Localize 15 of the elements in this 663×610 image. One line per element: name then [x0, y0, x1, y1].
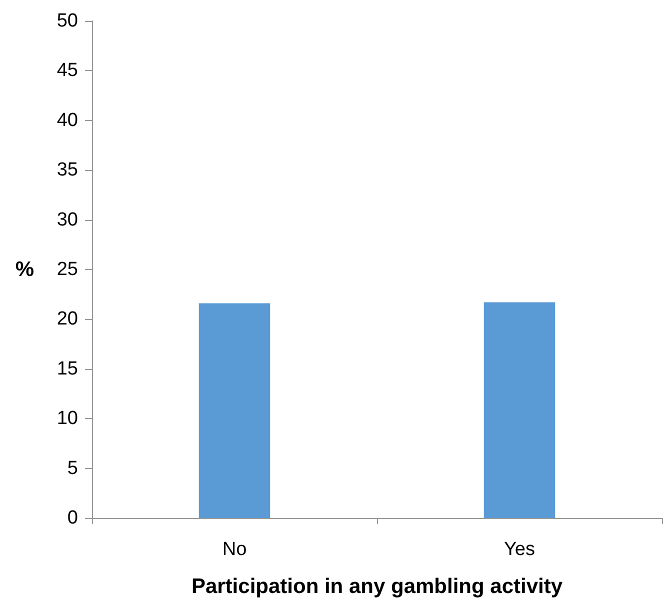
x-axis-title: Participation in any gambling activity — [191, 575, 563, 598]
y-axis-title: % — [15, 258, 34, 281]
x-tick-label: No — [222, 539, 247, 560]
y-tick-label: 5 — [67, 458, 78, 479]
y-tick-label: 15 — [56, 358, 78, 380]
y-tick-label: 45 — [56, 60, 78, 82]
y-tick-label: 30 — [56, 209, 78, 230]
y-tick-label: 25 — [56, 259, 78, 280]
y-tick-label: 10 — [56, 408, 78, 430]
y-tick-label: 20 — [56, 308, 78, 330]
y-tick-label: 50 — [56, 10, 78, 32]
x-tick-label: Yes — [504, 539, 535, 560]
y-tick-label: 0 — [67, 508, 78, 528]
y-tick-label: 40 — [56, 110, 78, 131]
y-tick-label: 35 — [56, 160, 78, 181]
